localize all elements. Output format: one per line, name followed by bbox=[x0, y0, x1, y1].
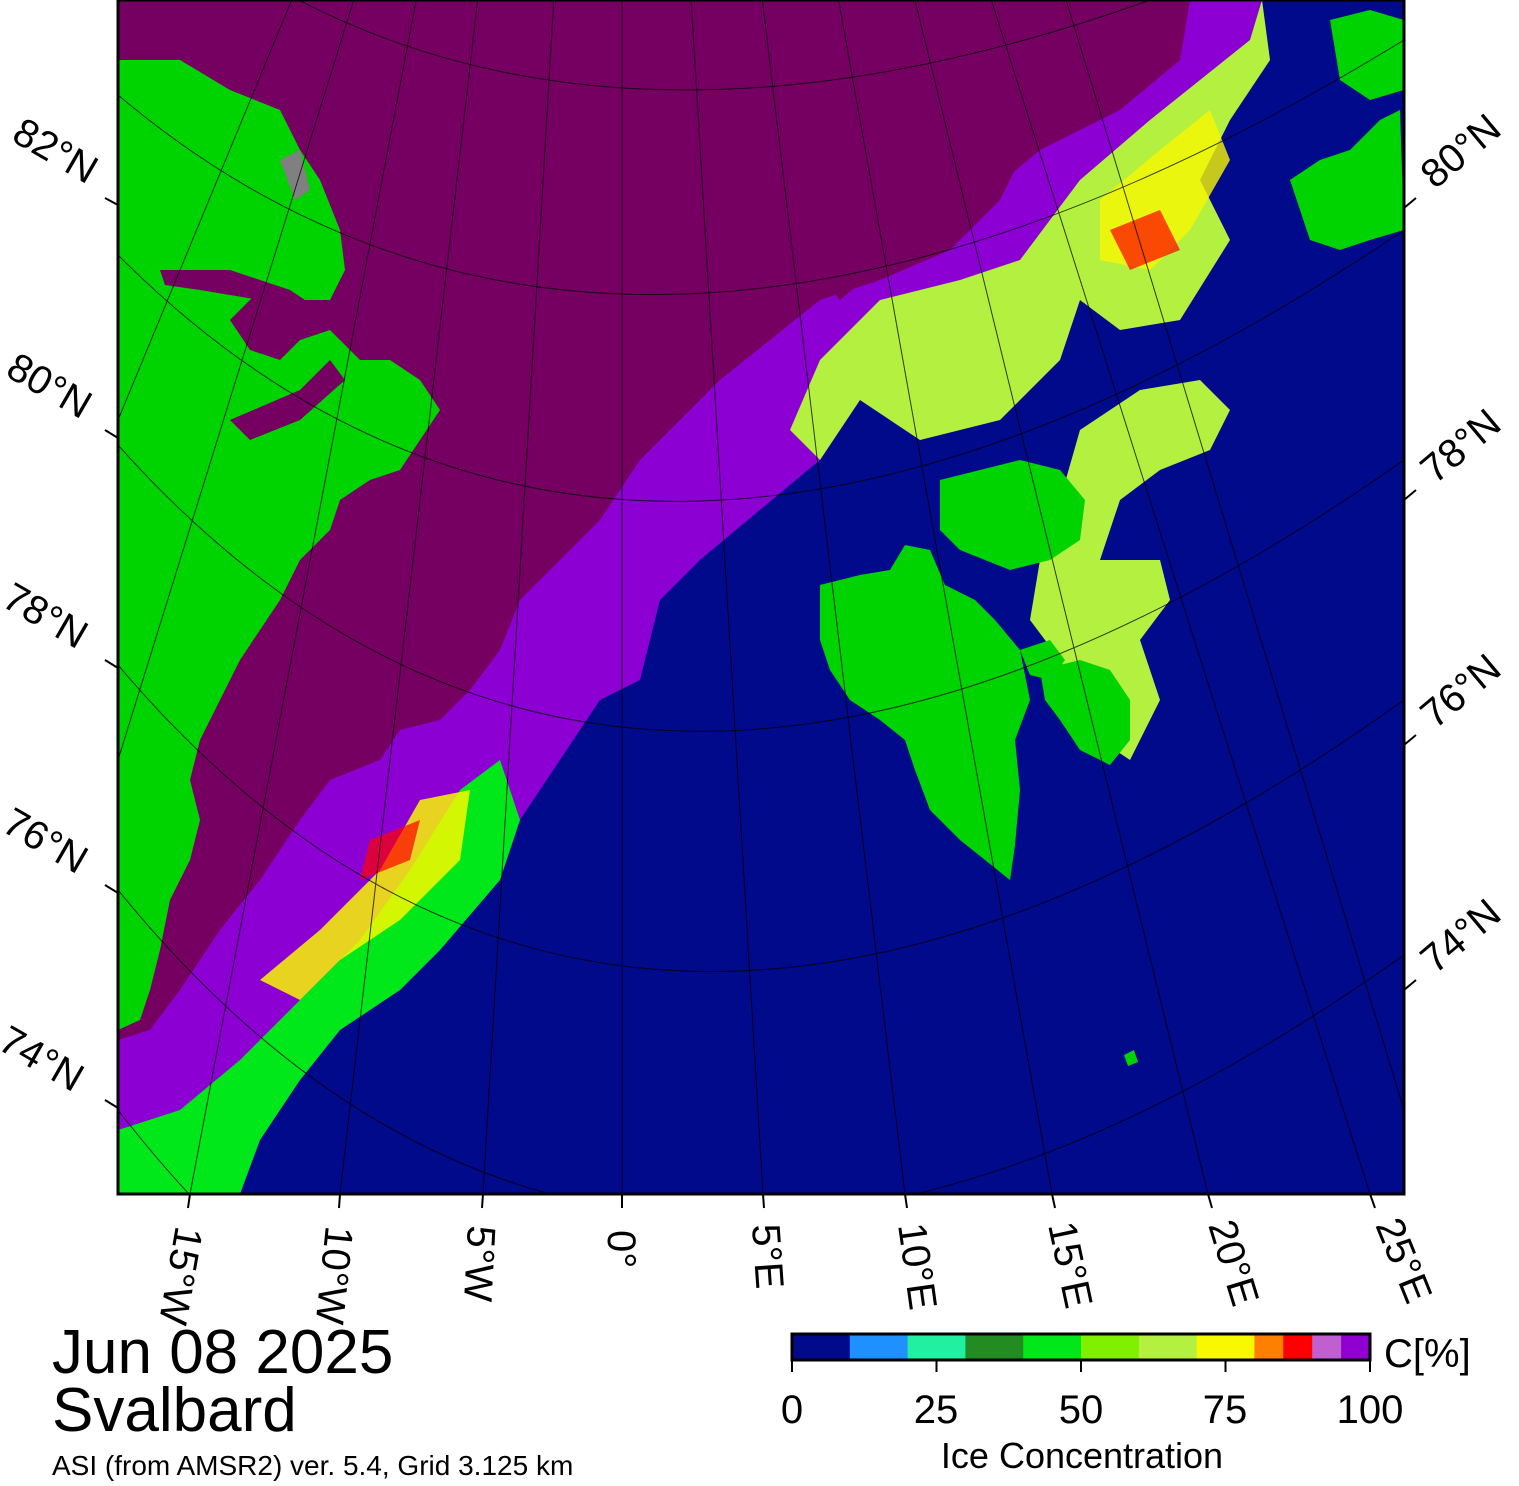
barentsoya-land bbox=[1020, 640, 1065, 680]
lat-label-74n-left: 74°N bbox=[0, 1018, 91, 1101]
colorbar-bin-2 bbox=[907, 1334, 966, 1360]
colorbar-unit: C[%] bbox=[1384, 1332, 1471, 1376]
colorbar-bin-9 bbox=[1283, 1334, 1313, 1360]
lon-label-15e: 15°E bbox=[1039, 1218, 1100, 1312]
lat-label-74n-right: 74°N bbox=[1413, 891, 1510, 982]
spitsbergen-land bbox=[820, 545, 1030, 880]
lat-label-82n-left: 82°N bbox=[6, 110, 105, 193]
lat-label-80n-left: 80°N bbox=[0, 345, 99, 428]
colorbar-bin-8 bbox=[1254, 1334, 1284, 1360]
colorbar-ticks bbox=[791, 1360, 1371, 1372]
lat-label-78n-left: 78°N bbox=[0, 575, 95, 658]
colorbar-bin-1 bbox=[849, 1334, 909, 1360]
lon-label-0: 0° bbox=[599, 1230, 643, 1268]
colorbar-title: Ice Concentration bbox=[940, 1435, 1224, 1476]
bottom-lon-labels: 15°W 10°W 5°W 0° 5°E 10°E 15°E 20°E 25°E bbox=[150, 1212, 1440, 1328]
colorbar-bin-3 bbox=[965, 1334, 1024, 1360]
map-date: Jun 08 2025 bbox=[52, 1318, 394, 1387]
lon-label-5e: 5°E bbox=[743, 1223, 791, 1291]
bjornoya-land bbox=[1124, 1050, 1138, 1066]
colorbar-bin-7 bbox=[1196, 1334, 1255, 1360]
lon-label-15w: 15°W bbox=[150, 1223, 210, 1328]
map-region: Svalbard bbox=[52, 1376, 297, 1445]
lat-label-78n-right: 78°N bbox=[1413, 401, 1510, 492]
nordaustlandet-land bbox=[940, 460, 1085, 570]
franz-josef-land bbox=[1290, 110, 1404, 250]
data-credit: ASI (from AMSR2) ver. 5.4, Grid 3.125 km bbox=[52, 1450, 574, 1481]
greenland-land bbox=[118, 60, 440, 1030]
colorbar-tick-100: 100 bbox=[1336, 1388, 1404, 1432]
colorbar-bin-4 bbox=[1023, 1334, 1082, 1360]
ice-edge-south-red bbox=[360, 820, 420, 880]
greenland-fjord bbox=[160, 270, 320, 320]
lon-label-5w: 5°W bbox=[455, 1225, 503, 1303]
lat-label-76n-left: 76°N bbox=[0, 800, 95, 883]
lat-label-76n-right: 76°N bbox=[1413, 646, 1510, 737]
colorbar bbox=[792, 1334, 1371, 1360]
colorbar-tick-50: 50 bbox=[1058, 1388, 1104, 1432]
graticule bbox=[118, 0, 1404, 1194]
lon-label-10e: 10°E bbox=[889, 1220, 945, 1312]
colorbar-bin-10 bbox=[1312, 1334, 1342, 1360]
map-ticks bbox=[104, 197, 1417, 1209]
left-lat-labels: 82°N 80°N 78°N 76°N 74°N bbox=[0, 110, 105, 1101]
ice-edge-east bbox=[790, 0, 1270, 460]
franz-josef-land-north bbox=[1330, 10, 1404, 100]
lon-label-10w: 10°W bbox=[307, 1224, 361, 1327]
colorbar-bin-0 bbox=[792, 1334, 851, 1360]
ice-zone-multiyear-top bbox=[600, 0, 1190, 300]
right-lat-labels: 80°N 78°N 76°N 74°N bbox=[1413, 106, 1510, 982]
colorbar-tick-75: 75 bbox=[1202, 1388, 1248, 1432]
greenland-fjord-2 bbox=[230, 360, 345, 440]
colorbar-bin-11 bbox=[1341, 1334, 1371, 1360]
map-frame bbox=[116, 0, 1406, 1196]
colorbar-tick-0: 0 bbox=[780, 1388, 804, 1432]
colorbar-tick-25: 25 bbox=[913, 1388, 959, 1432]
lon-label-25e: 25°E bbox=[1367, 1212, 1440, 1309]
colorbar-bin-5 bbox=[1081, 1334, 1140, 1360]
lat-label-80n-right: 80°N bbox=[1413, 106, 1510, 197]
ice-edge-red bbox=[1110, 210, 1180, 270]
greenland-glacier bbox=[280, 150, 310, 200]
edgeoya-land bbox=[1040, 660, 1130, 765]
ice-edge-south-yellow bbox=[260, 790, 470, 1000]
colorbar-bin-6 bbox=[1138, 1334, 1198, 1360]
lon-label-20e: 20°E bbox=[1199, 1215, 1267, 1311]
